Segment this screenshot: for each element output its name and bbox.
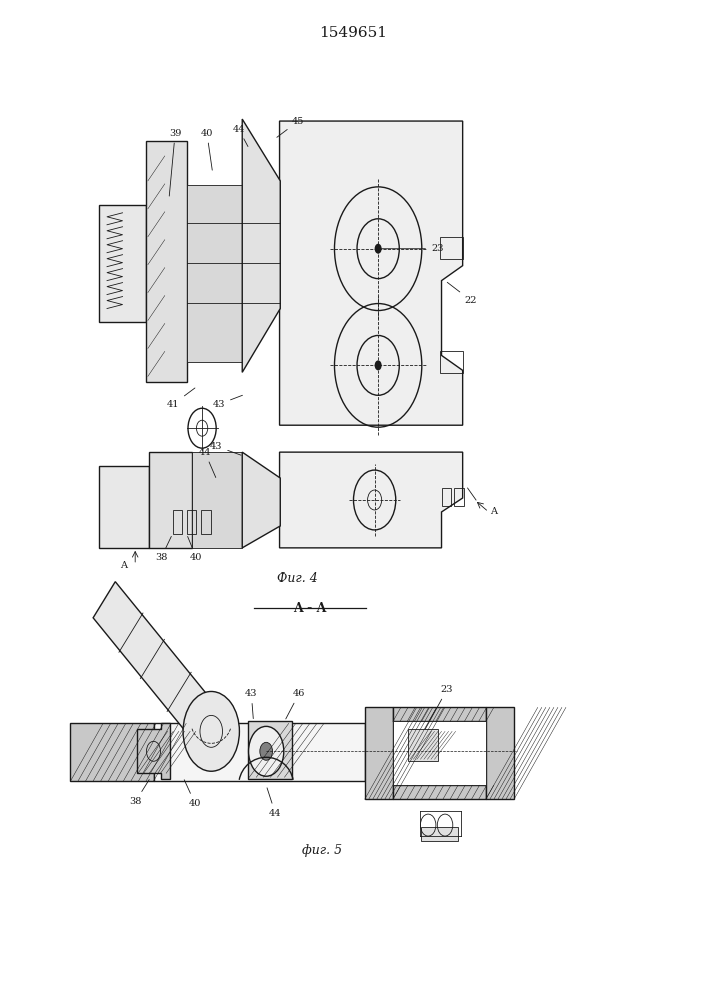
Text: 44: 44	[233, 125, 248, 147]
Circle shape	[249, 726, 284, 776]
Text: A - A: A - A	[293, 602, 327, 615]
Bar	[173, 510, 182, 534]
Bar	[365, 707, 393, 799]
Polygon shape	[136, 723, 170, 779]
Bar	[440, 351, 463, 373]
Bar	[192, 452, 243, 548]
Text: 43: 43	[213, 395, 243, 409]
Text: 38: 38	[129, 780, 149, 806]
Bar	[393, 707, 486, 721]
Text: 43: 43	[210, 442, 241, 455]
Bar	[187, 185, 243, 362]
Circle shape	[375, 360, 382, 370]
Polygon shape	[279, 121, 462, 425]
Bar	[421, 827, 457, 841]
Text: 44: 44	[267, 788, 281, 818]
Bar	[440, 237, 463, 259]
Bar	[393, 721, 486, 785]
Text: фиг. 5: фиг. 5	[302, 844, 342, 857]
Bar	[98, 466, 149, 548]
Bar	[454, 488, 464, 506]
Bar	[187, 510, 197, 534]
Circle shape	[260, 742, 272, 760]
Bar	[146, 141, 187, 382]
Text: 45: 45	[277, 117, 305, 137]
Circle shape	[375, 244, 382, 254]
Text: 22: 22	[448, 282, 477, 305]
Text: 40: 40	[187, 536, 202, 562]
Bar	[149, 452, 192, 548]
Text: 40: 40	[201, 129, 213, 170]
Polygon shape	[243, 119, 280, 372]
Text: Фиг. 4: Фиг. 4	[276, 572, 317, 585]
Bar	[393, 785, 486, 799]
Text: A: A	[490, 507, 497, 516]
Bar	[486, 707, 514, 799]
Bar	[201, 510, 211, 534]
Text: 43: 43	[245, 689, 257, 719]
Bar	[153, 723, 365, 781]
Polygon shape	[93, 582, 222, 749]
Text: A: A	[119, 561, 127, 570]
Bar	[248, 721, 291, 779]
Polygon shape	[279, 452, 462, 548]
Text: 39: 39	[169, 129, 182, 196]
Bar	[98, 205, 146, 322]
Text: 1549651: 1549651	[320, 26, 387, 40]
Bar	[442, 488, 451, 506]
Text: 23: 23	[426, 685, 453, 729]
Polygon shape	[243, 452, 280, 548]
Circle shape	[183, 691, 240, 771]
Bar	[71, 723, 153, 781]
Text: 40: 40	[185, 780, 201, 808]
Text: 41: 41	[167, 388, 195, 409]
Text: 38: 38	[155, 536, 171, 562]
Text: 44: 44	[199, 448, 216, 478]
Text: 46: 46	[286, 689, 305, 719]
Bar	[409, 729, 438, 761]
Text: 23: 23	[381, 244, 443, 253]
